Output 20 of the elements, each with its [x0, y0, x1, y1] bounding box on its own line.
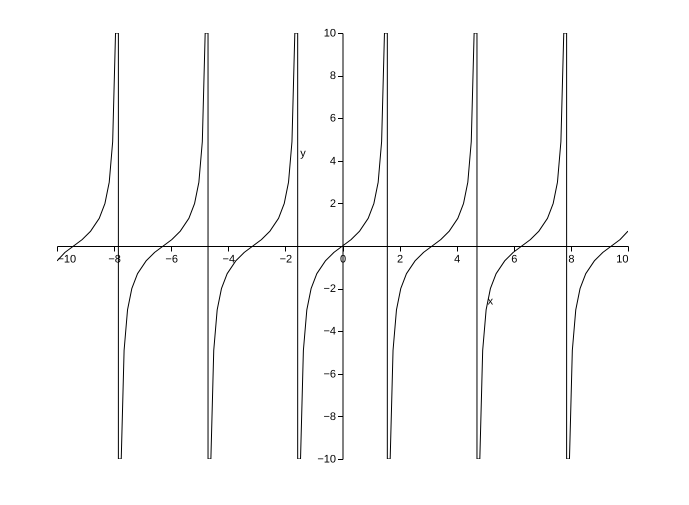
x-tick-label: −4	[222, 254, 236, 266]
y-tick-label: 10	[324, 28, 336, 40]
y-tick-label: 2	[330, 198, 336, 210]
y-tick-label: 6	[330, 112, 336, 125]
y-tick-label: 8	[330, 70, 336, 82]
x-tick-label: −2	[280, 254, 292, 266]
x-tick-label: 6	[511, 254, 518, 266]
y-tick-label: −8	[323, 410, 336, 423]
y-tick-label: −2	[323, 283, 336, 296]
x-tick-label: 2	[397, 254, 404, 266]
x-tick-label: 8	[568, 254, 574, 266]
x-tick-label: 10	[616, 254, 628, 266]
y-tick-label: −10	[317, 454, 336, 466]
y-tick-label: 4	[330, 155, 336, 168]
y-tick-label: −4	[323, 326, 336, 338]
x-tick-label: −10	[58, 254, 76, 266]
x-tick-label: −6	[165, 254, 178, 266]
x-tick-label: 4	[454, 254, 460, 266]
y-tick-label: −6	[323, 368, 336, 380]
y-axis-title: y	[300, 148, 306, 160]
